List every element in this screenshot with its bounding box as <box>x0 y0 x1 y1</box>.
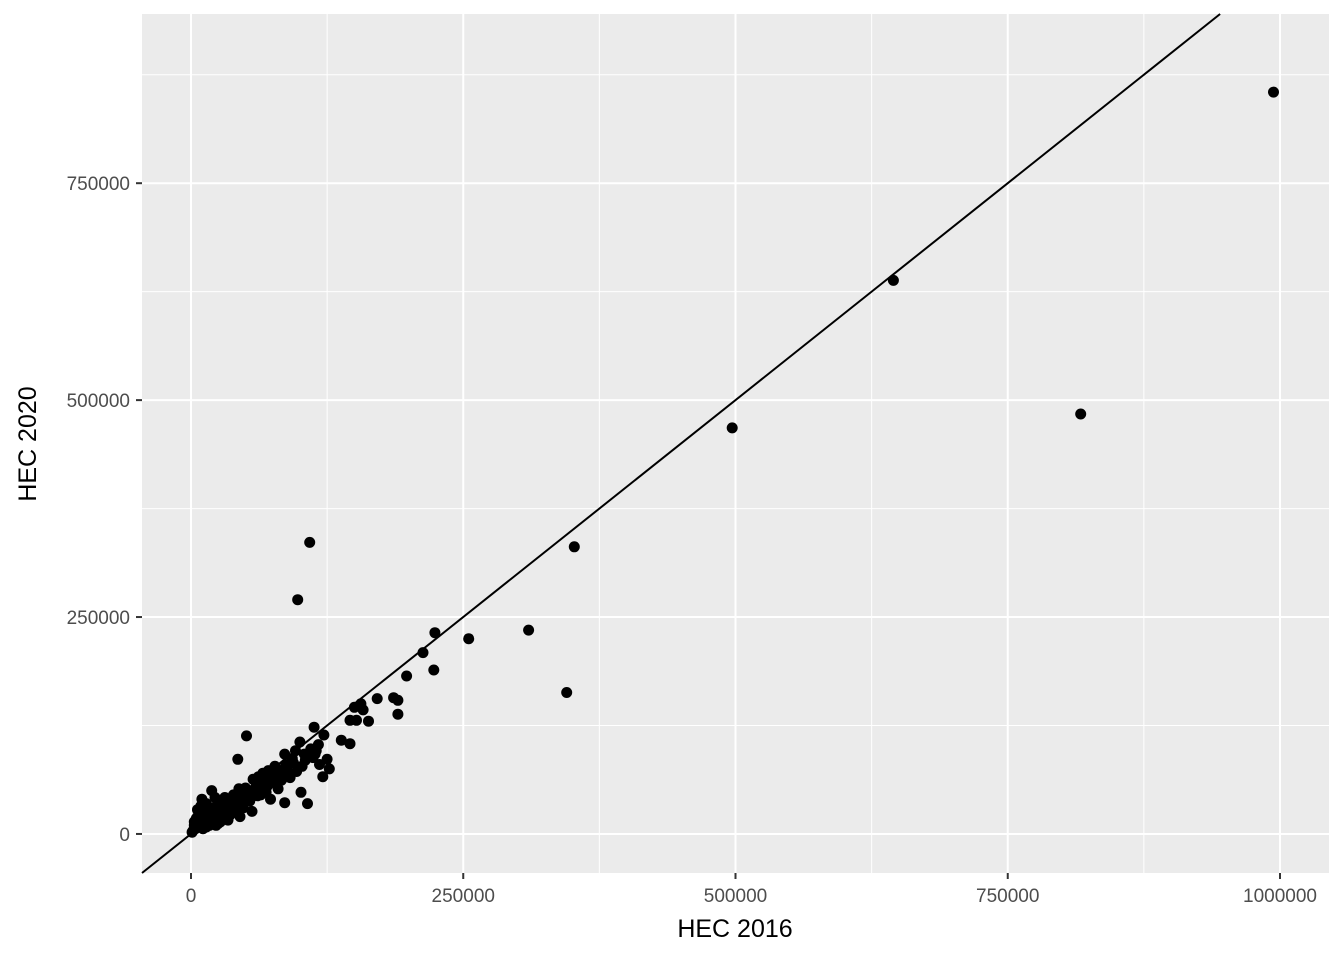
data-point <box>344 714 356 726</box>
data-point <box>304 536 316 548</box>
data-point <box>335 734 347 746</box>
data-point <box>279 797 291 809</box>
data-point <box>417 647 429 659</box>
x-tick-label: 250000 <box>432 886 495 907</box>
data-point <box>292 594 304 606</box>
data-point <box>348 701 360 713</box>
data-point <box>429 627 441 639</box>
data-point <box>287 757 299 769</box>
data-point <box>726 422 738 434</box>
data-point <box>308 721 320 733</box>
data-point <box>1075 408 1087 420</box>
data-point <box>213 815 225 827</box>
identity-reference-line <box>141 13 1221 874</box>
data-point <box>463 633 475 645</box>
data-point <box>523 624 535 636</box>
data-point <box>1268 86 1279 98</box>
y-tick-label: 0 <box>119 825 130 846</box>
data-point <box>323 763 335 775</box>
data-point <box>232 753 244 765</box>
data-point <box>251 790 263 802</box>
data-point <box>291 766 303 777</box>
data-point <box>275 774 287 786</box>
x-axis-ticks: 0 250000 500000 750000 1000000 <box>186 873 1317 907</box>
major-gridlines <box>142 14 1329 873</box>
data-point <box>206 785 218 797</box>
y-tick-label: 250000 <box>67 608 130 629</box>
data-point <box>561 687 573 698</box>
data-point <box>344 738 356 750</box>
data-point <box>247 773 259 785</box>
data-point <box>295 786 307 798</box>
data-point <box>317 771 329 783</box>
data-point <box>371 693 383 705</box>
data-point <box>568 541 580 553</box>
y-axis-title: HEC 2020 <box>14 386 42 501</box>
x-axis-title: HEC 2016 <box>677 915 792 943</box>
x-tick-label: 750000 <box>976 886 1039 907</box>
data-point <box>401 670 413 682</box>
data-point <box>241 730 252 742</box>
y-tick-label: 750000 <box>67 174 130 195</box>
data-point <box>318 729 330 741</box>
data-point <box>246 805 258 817</box>
x-tick-label: 500000 <box>704 886 767 907</box>
data-point <box>363 715 374 727</box>
data-point <box>237 802 249 814</box>
data-point <box>195 800 207 812</box>
data-point <box>309 748 321 760</box>
data-point <box>279 748 291 760</box>
y-axis-ticks: 0 250000 500000 750000 <box>67 174 142 846</box>
data-point <box>260 786 272 798</box>
y-tick-label: 500000 <box>67 391 130 412</box>
x-tick-label: 1000000 <box>1243 886 1317 907</box>
data-point <box>388 692 400 704</box>
data-point <box>314 759 325 770</box>
data-point <box>392 708 404 720</box>
data-point <box>302 798 313 810</box>
x-tick-label: 0 <box>186 886 197 907</box>
data-point <box>428 664 440 676</box>
